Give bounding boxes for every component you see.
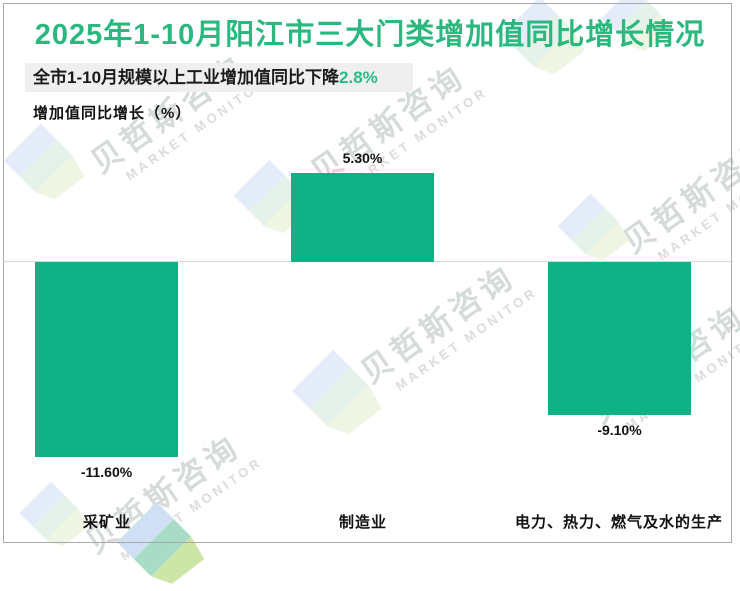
subtitle-banner: 全市1-10月规模以上工业增加值同比下降2.8% — [25, 63, 413, 92]
bar — [548, 262, 691, 415]
category-label: 制造业 — [338, 514, 387, 531]
subtitle-highlight: 2.8% — [339, 68, 378, 87]
y-axis-title: 增加值同比增长（%） — [33, 105, 192, 122]
market-monitor-logo-icon — [18, 480, 93, 553]
market-monitor-logo-icon — [600, 0, 675, 58]
category-label: 电力、热力、燃气及水的生产 — [514, 514, 723, 531]
market-monitor-logo-icon — [500, 0, 590, 81]
bar — [35, 262, 178, 457]
subtitle-text: 全市1-10月规模以上工业增加值同比下降 — [33, 68, 340, 87]
bar-value-label: -9.10% — [597, 422, 642, 438]
bar — [291, 173, 434, 262]
chart-title: 2025年1-10月阳江市三大门类增加值同比增长情况 — [34, 19, 706, 51]
bar-value-label: 5.30% — [342, 150, 383, 166]
chart-frame — [3, 3, 732, 543]
category-label: 采矿业 — [82, 514, 131, 531]
market-monitor-logo-icon — [290, 348, 388, 441]
plot-area: -11.60% 采矿业 5.30% 制造业 -9.10% 电力、热力、燃气及水的生产 — [35, 150, 723, 531]
market-monitor-logo-icon — [556, 192, 634, 267]
bar-value-label: -11.60% — [80, 464, 133, 480]
market-monitor-logo-icon — [2, 122, 90, 206]
